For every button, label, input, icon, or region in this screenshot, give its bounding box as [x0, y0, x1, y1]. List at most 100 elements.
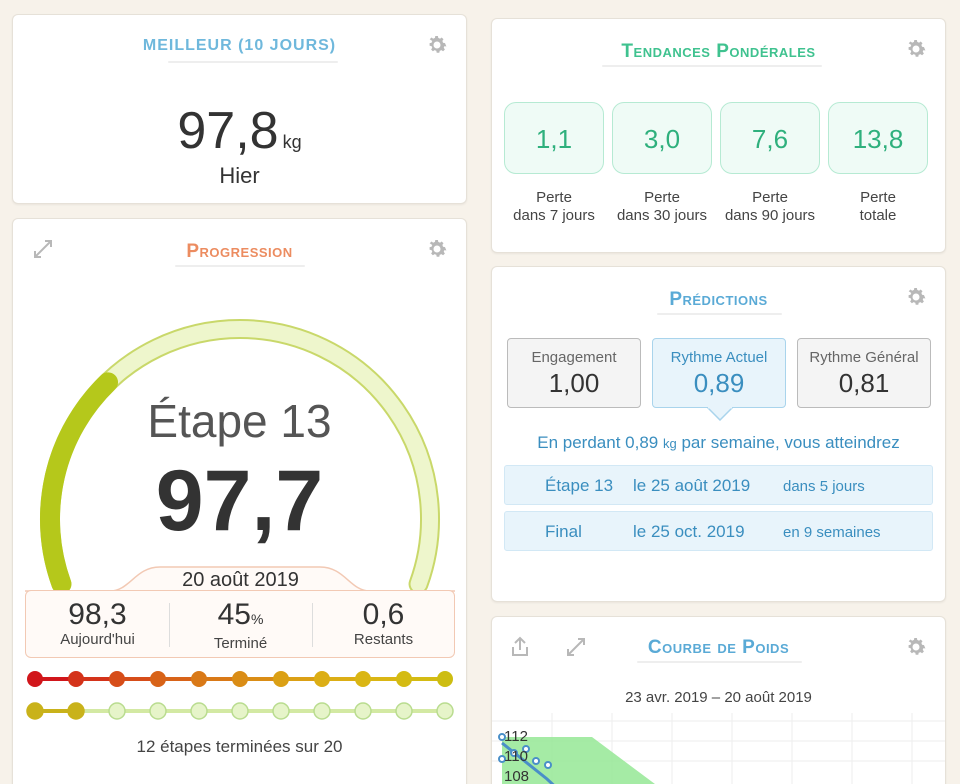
sentence-unit: kg	[662, 436, 677, 451]
weight-curve-chart[interactable]: 112 110 108	[492, 713, 946, 784]
prediction-row-eta: en 9 semaines	[783, 524, 881, 541]
stat-completed: 45% Terminé	[169, 598, 312, 653]
prediction-option-label: Engagement	[531, 349, 617, 366]
stat-remaining: 0,6 Restants	[312, 598, 455, 649]
prediction-general-rate[interactable]: Rythme Général 0,81	[797, 338, 931, 408]
trend-label-line1: Perte	[752, 189, 788, 206]
step-node	[436, 702, 454, 720]
trend-total-value[interactable]: 13,8	[828, 102, 928, 174]
progress-date: 20 août 2019	[182, 569, 299, 591]
weight-curve-title: Courbe de Poids	[647, 637, 790, 658]
prediction-engagement[interactable]: Engagement 1,00	[507, 338, 641, 408]
trend-label-line2: dans 30 jours	[616, 207, 708, 224]
trend-30-days-value[interactable]: 3,0	[612, 102, 712, 174]
step-node	[26, 702, 44, 720]
share-icon[interactable]	[508, 635, 532, 659]
title-underline	[175, 265, 305, 267]
best-weight: 97,8	[177, 102, 279, 160]
step-node	[313, 702, 331, 720]
stat-remaining-label: Restants	[353, 631, 414, 648]
gear-icon[interactable]	[425, 237, 449, 261]
step-node	[109, 671, 125, 687]
prediction-option-value: 0,81	[838, 368, 890, 398]
stat-completed-unit: %	[250, 611, 264, 627]
prediction-option-label: Rythme Général	[809, 349, 919, 366]
prediction-option-value: 1,00	[548, 368, 600, 398]
best-subtitle: Hier	[219, 163, 260, 188]
step-node	[190, 702, 208, 720]
step-node	[149, 702, 167, 720]
step-node	[354, 702, 372, 720]
best-value: 97,8 kg	[13, 101, 466, 161]
sentence-post: par semaine, vous atteindrez	[681, 433, 900, 452]
prediction-row-date: le 25 août 2019	[633, 476, 751, 495]
best-unit: kg	[282, 132, 302, 152]
trend-label-line1: Perte	[536, 189, 572, 206]
weight-curve-card: Courbe de Poids 23 avr. 2019 – 20 août 2…	[491, 616, 946, 784]
stat-completed-label: Terminé	[213, 635, 268, 652]
trend-7-days-label: Perte dans 7 jours	[494, 189, 614, 225]
prediction-option-value: 0,89	[693, 368, 745, 398]
title-underline	[657, 313, 782, 315]
prediction-sentence: En perdant 0,89 kg par semaine, vous att…	[492, 433, 945, 453]
progression-card: Progression Étape 13 97,7 20 août 2019 9…	[12, 218, 467, 784]
trend-label-line2: dans 90 jours	[724, 207, 816, 224]
y-tick-label: 110	[504, 748, 528, 765]
trend-90-days-value[interactable]: 7,6	[720, 102, 820, 174]
prediction-row-name: Étape 13	[545, 476, 614, 495]
stat-today-label: Aujourd'hui	[60, 631, 135, 648]
gauge-fill	[40, 372, 119, 594]
expand-icon[interactable]	[564, 635, 588, 659]
prediction-row-eta: dans 5 jours	[783, 478, 865, 495]
current-step-label: Étape 13	[147, 395, 332, 447]
step-node	[108, 702, 126, 720]
gear-icon[interactable]	[425, 33, 449, 57]
step-node	[150, 671, 166, 687]
title-underline	[637, 661, 802, 663]
step-node	[272, 702, 290, 720]
divider	[169, 603, 170, 647]
gear-icon[interactable]	[904, 635, 928, 659]
trend-90-days-label: Perte dans 90 jours	[710, 189, 830, 225]
trend-label-line2: dans 7 jours	[513, 207, 595, 224]
prediction-row-final: Final le 25 oct. 2019 en 9 semaines	[504, 511, 933, 551]
trend-label-line1: Perte	[644, 189, 680, 206]
title-underline	[602, 65, 822, 67]
gear-icon[interactable]	[904, 285, 928, 309]
step-node	[395, 702, 413, 720]
best-card: MEILLEUR (10 JOURS) 97,8 kg Hier	[12, 14, 467, 204]
gear-icon[interactable]	[904, 37, 928, 61]
best-title: MEILLEUR (10 JOURS)	[142, 37, 337, 54]
progression-title: Progression	[186, 241, 293, 262]
divider	[312, 603, 313, 647]
trends-title: Tendances Pondérales	[621, 41, 816, 62]
expand-icon[interactable]	[31, 237, 55, 261]
predictions-title: Prédictions	[669, 289, 768, 310]
trend-total-label: Perte totale	[818, 189, 938, 225]
steps-chain-colored	[27, 671, 453, 687]
stat-today: 98,3 Aujourd'hui	[26, 598, 169, 649]
step-node	[396, 671, 412, 687]
step-node	[191, 671, 207, 687]
weight-points	[498, 733, 552, 769]
trend-30-days-label: Perte dans 30 jours	[602, 189, 722, 225]
step-node	[232, 671, 248, 687]
steps-summary: 12 étapes terminées sur 20	[136, 737, 343, 756]
trends-card: Tendances Pondérales 1,1 3,0 7,6 13,8 Pe…	[491, 18, 946, 253]
steps-chain-progress	[26, 702, 454, 720]
date-tab-shape	[25, 566, 455, 592]
prediction-current-rate[interactable]: Rythme Actuel 0,89	[652, 338, 786, 408]
step-node	[231, 702, 249, 720]
trend-label-line1: Perte	[860, 189, 896, 206]
stat-remaining-value: 0,6	[362, 598, 405, 631]
step-target-weight: 97,7	[155, 453, 324, 549]
prediction-row-name: Final	[545, 522, 582, 541]
stat-completed-value: 45	[217, 598, 251, 631]
predictions-card: Prédictions Engagement 1,00 Rythme Actue…	[491, 266, 946, 602]
step-node	[355, 671, 371, 687]
trend-7-days-value[interactable]: 1,1	[504, 102, 604, 174]
step-node	[67, 702, 85, 720]
prediction-row-step: Étape 13 le 25 août 2019 dans 5 jours	[504, 465, 933, 505]
stat-today-value: 98,3	[68, 598, 127, 631]
progress-gauge	[40, 319, 440, 594]
